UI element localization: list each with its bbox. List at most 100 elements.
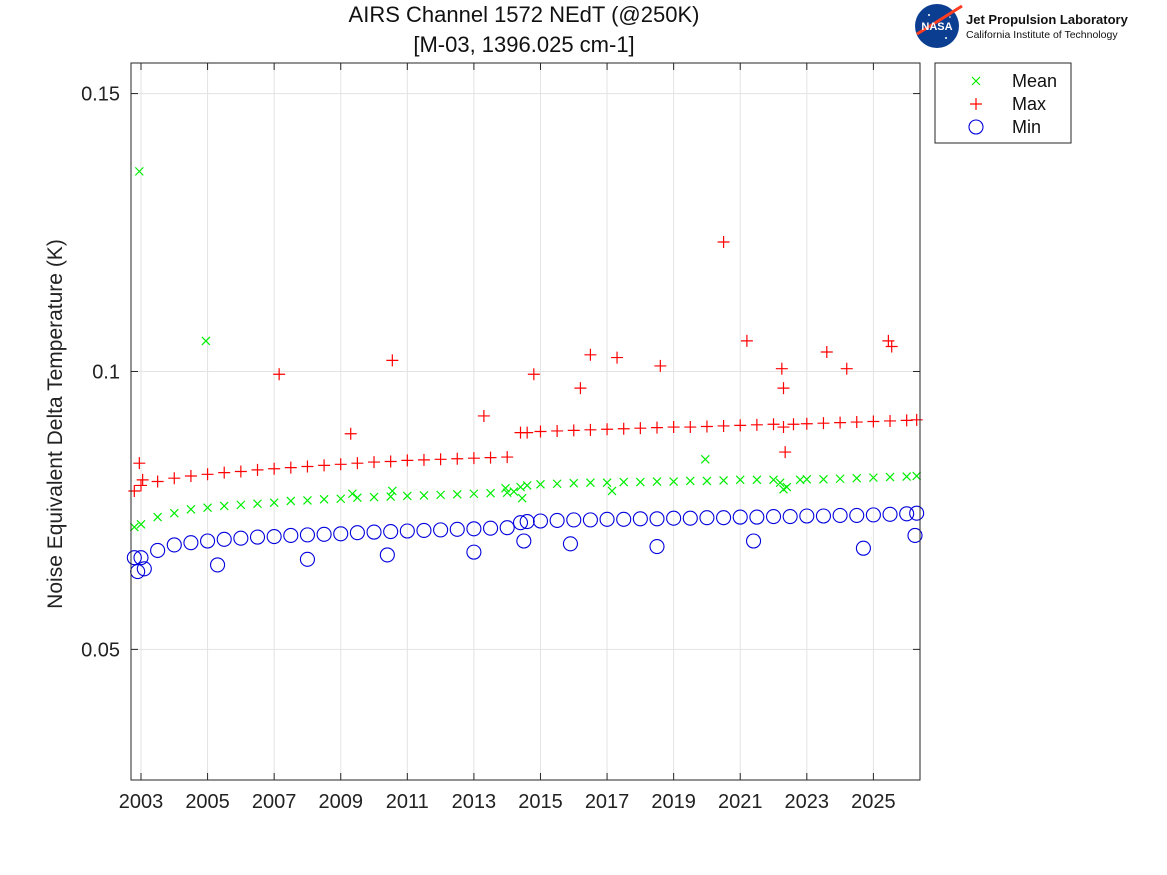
point-min xyxy=(433,522,449,538)
x-tick-label: 2023 xyxy=(785,791,830,813)
point-max xyxy=(777,382,790,395)
point-max xyxy=(574,382,587,395)
point-mean xyxy=(219,501,229,511)
point-min xyxy=(416,522,432,538)
point-min xyxy=(765,508,782,525)
point-mean xyxy=(509,487,519,496)
point-min xyxy=(519,513,535,530)
point-max xyxy=(368,456,381,469)
point-mean xyxy=(735,475,745,485)
point-min xyxy=(899,506,915,522)
point-max xyxy=(384,455,397,468)
point-max xyxy=(551,424,564,437)
point-min xyxy=(649,511,665,527)
point-mean xyxy=(402,491,412,501)
point-max xyxy=(654,359,667,372)
y-tick-label: 0.15 xyxy=(81,84,120,106)
data-points xyxy=(126,166,925,580)
point-max xyxy=(467,452,480,465)
point-min xyxy=(909,505,925,521)
point-mean xyxy=(387,486,397,496)
point-max xyxy=(417,453,430,466)
point-max xyxy=(477,409,490,422)
point-mean xyxy=(419,490,429,500)
legend-marker-min xyxy=(968,119,984,135)
point-max xyxy=(584,423,597,436)
point-min xyxy=(582,512,598,528)
point-min xyxy=(216,531,232,547)
point-max xyxy=(284,461,297,474)
point-min xyxy=(482,520,499,536)
nasa-emblem-text: NASA xyxy=(921,21,952,33)
point-max xyxy=(133,457,146,470)
point-max xyxy=(717,235,730,248)
point-min xyxy=(599,511,615,527)
point-mean xyxy=(669,477,679,486)
point-min xyxy=(832,507,848,523)
nasa-swoosh-icon xyxy=(916,4,963,36)
point-mean xyxy=(501,483,510,493)
point-mean xyxy=(517,493,527,503)
point-min xyxy=(166,537,182,553)
point-min xyxy=(299,527,315,543)
point-min xyxy=(549,512,565,528)
point-min xyxy=(532,513,549,529)
point-max xyxy=(401,454,414,467)
point-max xyxy=(700,420,713,433)
point-mean xyxy=(134,166,144,176)
point-min xyxy=(699,510,715,526)
y-axis-label: Noise Equivalent Delta Temperature (K) xyxy=(44,239,67,609)
point-mean xyxy=(486,488,495,498)
point-max xyxy=(684,421,697,434)
point-max xyxy=(734,419,747,432)
point-mean xyxy=(203,503,212,513)
x-tick-label: 2017 xyxy=(585,791,630,813)
point-mean xyxy=(347,489,357,499)
point-mean xyxy=(902,472,912,481)
point-max xyxy=(767,418,780,431)
point-min xyxy=(333,526,349,542)
point-mean xyxy=(169,508,179,518)
series-max xyxy=(128,235,923,497)
point-mean xyxy=(516,482,525,492)
point-mean xyxy=(286,496,296,506)
point-max xyxy=(601,423,614,436)
point-max xyxy=(750,418,763,431)
point-max xyxy=(251,463,264,476)
plot-frame xyxy=(130,62,921,781)
x-tick-label: 2013 xyxy=(452,791,497,813)
point-mean xyxy=(802,474,812,484)
point-min xyxy=(716,510,732,526)
legend: Mean Max Min xyxy=(934,62,1072,144)
point-mean xyxy=(552,479,562,489)
point-max xyxy=(234,465,247,478)
legend-label-mean: Mean xyxy=(1012,71,1057,91)
point-mean xyxy=(319,494,329,504)
point-max xyxy=(501,451,514,464)
x-tick-label: 2007 xyxy=(252,791,297,813)
x-tick-label: 2021 xyxy=(718,791,763,813)
point-min xyxy=(283,527,299,543)
point-max xyxy=(268,462,281,475)
y-tick-label: 0.1 xyxy=(92,361,120,383)
point-max xyxy=(611,351,624,364)
series-min xyxy=(126,505,925,580)
point-max xyxy=(451,452,464,465)
point-mean xyxy=(700,454,710,464)
point-mean xyxy=(536,479,545,489)
logo-org-subtitle: California Institute of Technology xyxy=(966,29,1118,41)
point-min xyxy=(383,524,399,540)
point-min xyxy=(855,540,871,556)
point-min xyxy=(499,520,515,536)
point-max xyxy=(779,446,792,459)
point-mean xyxy=(186,504,196,514)
y-tick-label: 0.05 xyxy=(81,639,120,661)
point-min xyxy=(632,511,648,527)
point-max xyxy=(667,421,680,434)
point-mean xyxy=(885,472,895,482)
point-min xyxy=(907,527,923,543)
chart-title: AIRS Channel 1572 NEdT (@250K) xyxy=(349,2,700,27)
point-mean xyxy=(136,519,146,529)
point-mean xyxy=(635,477,645,487)
point-max xyxy=(584,348,597,361)
